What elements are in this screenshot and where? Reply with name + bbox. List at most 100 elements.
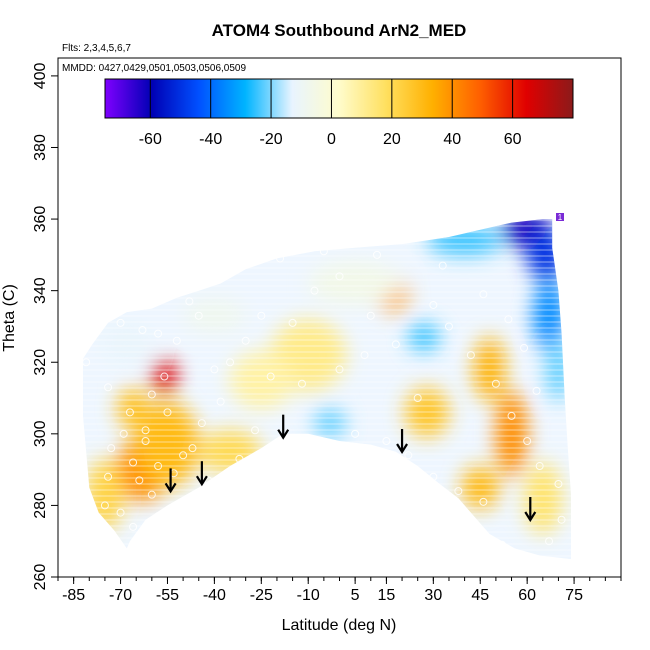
observation-point [135,476,144,485]
y-tick-label: 300 [32,420,49,447]
observation-point [507,411,516,420]
field-hotspot [314,408,346,438]
observation-point [129,522,138,531]
colorbar-gradient [104,78,574,119]
y-tick-label: 260 [32,564,49,591]
colorbar-tick-label: 40 [443,131,461,148]
observation-point [266,372,275,381]
observation-point [154,512,163,521]
observation-point [163,408,172,417]
colorbar-tick-label: 20 [383,131,401,148]
field-hotspot [151,358,177,395]
observation-point [429,300,438,309]
observation-point [172,336,181,345]
colorbar-tick-label: 60 [504,131,522,148]
observation-point [438,261,447,270]
observation-point [491,379,500,388]
observation-point [554,479,563,488]
colorbar: -60 -40 -20 0 20 40 60 [104,78,574,148]
observation-point [251,426,260,435]
observation-point [241,336,250,345]
x-tick-label: 5 [351,587,360,604]
observation-point [154,462,163,471]
observation-point [413,394,422,403]
x-tick-label: 75 [565,587,583,604]
x-axis: -85 -70 -55 -40 -25 -10 5 15 30 45 60 75 [57,576,622,604]
observation-point [351,429,360,438]
y-tick-label: 360 [32,206,49,233]
observation-point [147,390,156,399]
field-hotspot [533,279,565,352]
observation-point [535,462,544,471]
observation-point [235,454,244,463]
observation-point [429,472,438,481]
observation-point [479,290,488,299]
observation-point [257,311,266,320]
observation-point [391,340,400,349]
arrow-marker [396,428,408,455]
y-tick-label: 380 [32,134,49,161]
observation-point [179,451,188,460]
arrow-marker [195,461,208,487]
observation-point [82,358,91,367]
observation-point [125,408,134,417]
field-hotspot [117,387,149,431]
observation-point [197,419,206,428]
y-axis-title: Theta (C) [1,284,18,352]
y-tick-label: 340 [32,277,49,304]
observation-points [82,247,566,549]
observation-point [404,451,413,460]
observation-point [498,540,507,549]
observation-point [276,254,285,263]
x-tick-label: 30 [424,587,442,604]
observation-point [141,426,150,435]
colorbar-tick-label: -40 [199,131,222,148]
field-hotspot [473,337,506,402]
observation-point [373,250,382,259]
observation-point [107,444,116,453]
observation-point [100,501,109,510]
arrow-marker [164,468,177,494]
x-tick-label: 45 [471,587,489,604]
x-tick-label: -40 [203,587,226,604]
x-tick-label: 60 [518,587,536,604]
observation-point [454,487,463,496]
field-hotspot [101,322,152,366]
arrow-marker [277,414,290,440]
colorbar-tick-label: -20 [260,131,283,148]
observation-point [360,351,369,360]
observation-point [319,247,328,256]
flights-label: Flts: 2,3,4,5,6,7 [62,43,131,54]
observation-point [210,365,219,374]
observation-point [479,497,488,506]
observation-point [116,508,125,517]
observation-point [141,436,150,445]
observation-point [335,272,344,281]
observation-point [119,429,128,438]
arrows [164,414,537,523]
observation-point [520,343,529,352]
x-tick-label: -55 [156,587,179,604]
field-hotspot [405,387,449,438]
field-hotspot [408,322,440,352]
observation-point [335,365,344,374]
observation-point [504,315,513,324]
observation-point [288,318,297,327]
x-tick-label: 15 [378,587,396,604]
x-axis-title: Latitude (deg N) [282,617,397,634]
colorbar-tick-label: -60 [139,131,162,148]
observation-point [154,329,163,338]
observation-point [523,436,532,445]
field-hotspot [308,262,403,305]
x-tick-label: -25 [250,587,273,604]
observation-point [194,311,203,320]
y-tick-label: 280 [32,492,49,519]
observation-point [444,322,453,331]
field-hotspot [461,466,500,509]
observation-point [310,286,319,295]
y-axis: 260 280 300 320 340 360 380 400 [32,62,58,590]
observation-point [104,383,113,392]
observation-point [545,537,554,546]
field-hotspot [136,401,199,488]
